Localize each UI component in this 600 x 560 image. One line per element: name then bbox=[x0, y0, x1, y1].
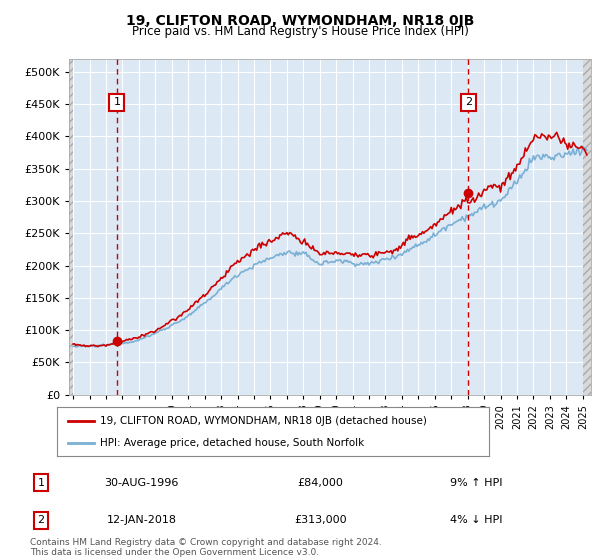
Text: 30-AUG-1996: 30-AUG-1996 bbox=[104, 478, 179, 488]
Text: Contains HM Land Registry data © Crown copyright and database right 2024.
This d: Contains HM Land Registry data © Crown c… bbox=[30, 538, 382, 557]
Bar bbox=[583, 59, 591, 395]
Text: 2: 2 bbox=[465, 97, 472, 108]
Text: £84,000: £84,000 bbox=[297, 478, 343, 488]
Text: £313,000: £313,000 bbox=[294, 515, 346, 525]
Text: 19, CLIFTON ROAD, WYMONDHAM, NR18 0JB: 19, CLIFTON ROAD, WYMONDHAM, NR18 0JB bbox=[126, 14, 474, 28]
Text: HPI: Average price, detached house, South Norfolk: HPI: Average price, detached house, Sout… bbox=[100, 437, 364, 447]
Text: 9% ↑ HPI: 9% ↑ HPI bbox=[450, 478, 503, 488]
Text: 2: 2 bbox=[38, 515, 45, 525]
Text: 19, CLIFTON ROAD, WYMONDHAM, NR18 0JB (detached house): 19, CLIFTON ROAD, WYMONDHAM, NR18 0JB (d… bbox=[100, 416, 427, 426]
Text: Price paid vs. HM Land Registry's House Price Index (HPI): Price paid vs. HM Land Registry's House … bbox=[131, 25, 469, 38]
Bar bbox=[69, 59, 73, 395]
Text: 4% ↓ HPI: 4% ↓ HPI bbox=[450, 515, 503, 525]
Text: 1: 1 bbox=[113, 97, 121, 108]
Text: 1: 1 bbox=[38, 478, 44, 488]
Text: 12-JAN-2018: 12-JAN-2018 bbox=[107, 515, 176, 525]
